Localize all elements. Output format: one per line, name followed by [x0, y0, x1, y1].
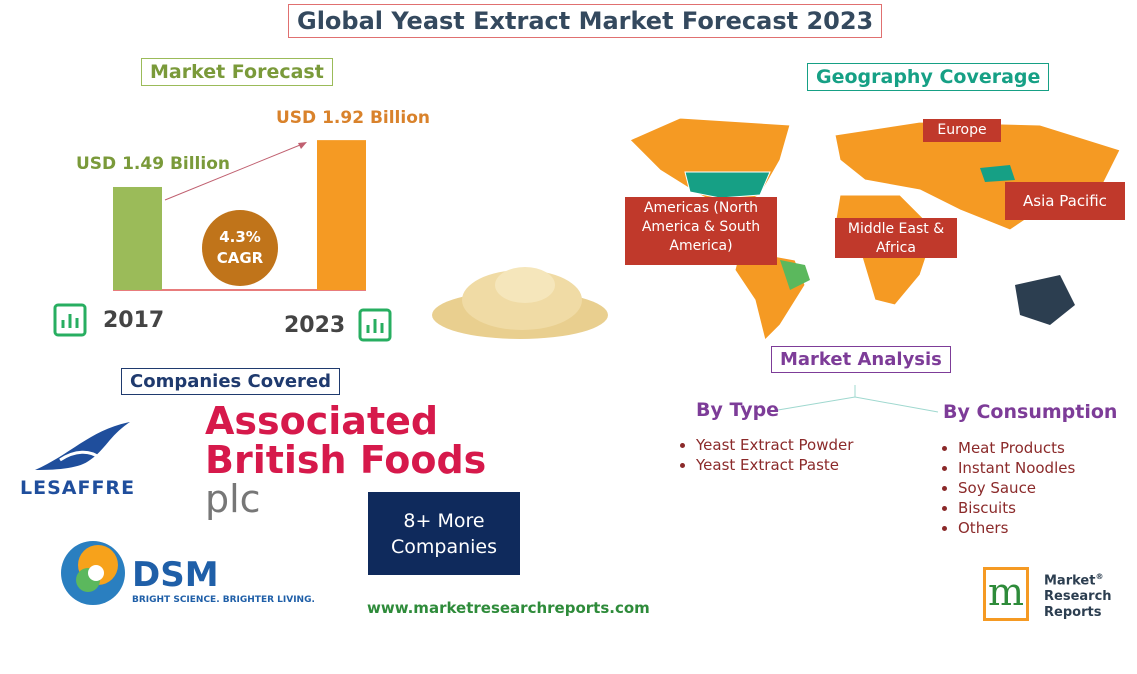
brand-word: Market: [1044, 573, 1096, 589]
region-label: Asia Pacific: [1005, 182, 1125, 220]
chart-icon: [53, 303, 392, 342]
abf-line: British Foods: [205, 438, 487, 482]
year-label: 2017: [103, 308, 165, 333]
list-item: Instant Noodles: [958, 458, 1075, 478]
brand-line: Market®: [1044, 569, 1112, 589]
by-type-list: Yeast Extract PowderYeast Extract Paste: [668, 435, 853, 475]
year-label: 2023: [284, 313, 346, 338]
lesaffre-bird: [35, 422, 130, 470]
analysis-connector: [777, 385, 939, 413]
growth-arrow: [164, 142, 306, 201]
region-label: Middle East & Africa: [835, 218, 957, 258]
arrow-head: [298, 142, 307, 149]
cagr: 4.3% CAGR: [202, 227, 278, 269]
abf-line: plc: [205, 477, 261, 521]
dsm-name: DSM: [132, 555, 219, 595]
by-type-heading: By Type: [696, 399, 780, 421]
abf-line: Associated: [205, 399, 439, 443]
geography-heading: Geography Coverage: [807, 63, 1050, 91]
region-label: Americas (North America & South America): [625, 197, 777, 265]
abf-logo: Associated British Foods plc: [205, 402, 486, 519]
yeast-pile: [432, 267, 608, 339]
region-label: Europe: [923, 119, 1001, 142]
brand-logo: Market® Research Reports: [1044, 569, 1112, 621]
list-item: Soy Sauce: [958, 478, 1075, 498]
list-item: Others: [958, 518, 1075, 538]
more-line: Companies: [390, 535, 497, 558]
cagr-value: 4.3%: [219, 228, 261, 246]
more-line: 8+ More: [403, 509, 485, 532]
more-companies: 8+ More Companies: [368, 492, 520, 575]
yeast-image: [430, 250, 610, 340]
forecast-chart: [53, 140, 392, 342]
brand-icon: m: [983, 567, 1029, 621]
by-consumption-list: Meat ProductsInstant NoodlesSoy SauceBis…: [930, 438, 1075, 538]
companies-heading: Companies Covered: [121, 368, 341, 395]
dsm-tagline: BRIGHT SCIENCE. BRIGHTER LIVING.: [132, 595, 315, 605]
cagr-circle: [202, 210, 278, 286]
by-consumption-heading: By Consumption: [943, 401, 1118, 423]
lesaffre-logo: LESAFFRE: [20, 477, 136, 499]
list-item: Meat Products: [958, 438, 1075, 458]
list-item: Biscuits: [958, 498, 1075, 518]
cagr-label: CAGR: [216, 249, 264, 267]
bar: [113, 186, 162, 290]
brand-line: Reports: [1044, 605, 1102, 621]
bar-label: USD 1.49 Billion: [76, 154, 230, 174]
website[interactable]: www.marketresearchreports.com: [367, 599, 650, 617]
dsm-icon: [61, 541, 125, 605]
brand-line: Research: [1044, 589, 1112, 605]
market-forecast-heading: Market Forecast: [141, 58, 333, 86]
brand-mark: ®: [1095, 572, 1104, 581]
list-item: Yeast Extract Powder: [696, 435, 853, 455]
title: Global Yeast Extract Market Forecast 202…: [288, 4, 883, 38]
bar: [317, 140, 366, 290]
list-item: Yeast Extract Paste: [696, 455, 853, 475]
analysis-heading: Market Analysis: [771, 346, 951, 373]
bar-label: USD 1.92 Billion: [276, 108, 430, 128]
